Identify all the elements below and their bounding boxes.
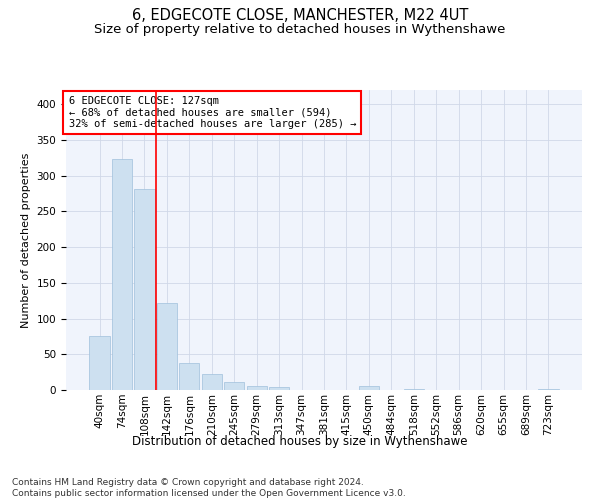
Bar [247,386,267,390]
Text: 6, EDGECOTE CLOSE, MANCHESTER, M22 4UT: 6, EDGECOTE CLOSE, MANCHESTER, M22 4UT [132,8,468,22]
Bar [112,160,132,390]
Bar [89,336,110,390]
Bar [538,388,559,390]
Text: 6 EDGECOTE CLOSE: 127sqm
← 68% of detached houses are smaller (594)
32% of semi-: 6 EDGECOTE CLOSE: 127sqm ← 68% of detach… [68,96,356,129]
Bar [359,386,379,390]
Text: Size of property relative to detached houses in Wythenshawe: Size of property relative to detached ho… [94,22,506,36]
Bar [202,374,222,390]
Bar [179,363,199,390]
Text: Contains HM Land Registry data © Crown copyright and database right 2024.
Contai: Contains HM Land Registry data © Crown c… [12,478,406,498]
Bar [269,387,289,390]
Y-axis label: Number of detached properties: Number of detached properties [21,152,31,328]
Bar [224,382,244,390]
Bar [157,303,177,390]
Bar [404,388,424,390]
Text: Distribution of detached houses by size in Wythenshawe: Distribution of detached houses by size … [132,435,468,448]
Bar [134,190,155,390]
